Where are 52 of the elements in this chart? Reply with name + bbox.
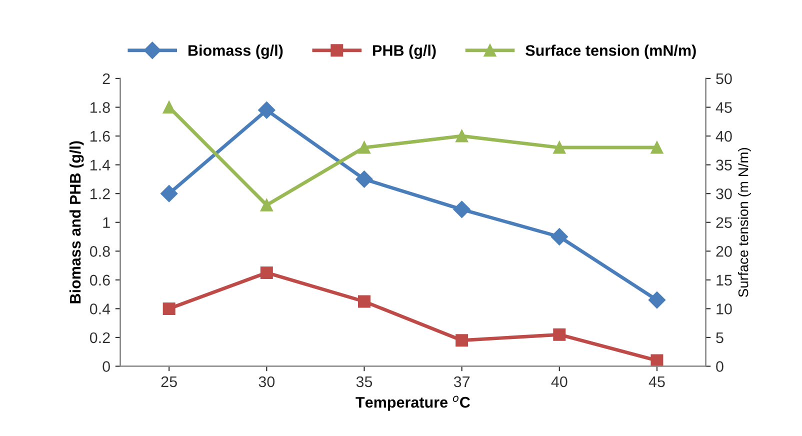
point [358, 141, 370, 154]
point [258, 102, 276, 119]
y2-tick-label: 30 [716, 188, 732, 200]
y-tick-label: 0.6 [90, 274, 110, 286]
x-tick-label: 37 [454, 376, 470, 388]
x-tick-label: 25 [161, 376, 177, 388]
y2-tick-label: 0 [716, 361, 724, 372]
y-tick-label: 0.8 [90, 246, 110, 257]
point [550, 228, 568, 246]
y2-tick-label: 40 [716, 130, 732, 142]
x-tick-label: 30 [258, 376, 275, 388]
point [456, 130, 468, 142]
legend-label: Biomass (g/l) [188, 44, 283, 59]
y-tick-label: 1.4 [90, 160, 110, 170]
point [648, 292, 666, 309]
x-axis-title: Temperature $^{o}$C [356, 396, 470, 411]
point [356, 170, 373, 188]
y2-tick-label: 45 [716, 102, 732, 113]
y-tick-label: 2 [102, 73, 110, 84]
y-tick-label: 0.2 [90, 332, 110, 344]
y2-tick-label: 15 [716, 274, 732, 286]
point [650, 354, 664, 366]
point [162, 302, 176, 315]
y-tick-label: 1.2 [90, 188, 110, 200]
y-tick-label: 0.4 [90, 304, 110, 314]
y2-tick-label: 10 [716, 304, 732, 314]
point [453, 200, 470, 218]
x-tick-label: 35 [356, 376, 372, 388]
point [260, 198, 273, 212]
y-tick-label: 1 [103, 217, 110, 228]
point [456, 334, 468, 347]
point [260, 266, 273, 279]
y-tick-label: 1.8 [90, 102, 110, 113]
y2-tick-label: 5 [716, 332, 724, 344]
y2-axis-title: Surface tension (m N/m) [738, 148, 751, 297]
y-axis-title: Biomass and PHB (g/l) [69, 141, 84, 304]
point [650, 141, 664, 154]
y-tick-label: 0 [102, 361, 110, 372]
point [553, 141, 566, 154]
point [160, 185, 178, 202]
legend-label: PHB (g/l) [373, 44, 436, 59]
y2-tick-label: 20 [716, 246, 732, 257]
point [162, 101, 176, 114]
y2-tick-label: 25 [716, 217, 732, 228]
y-tick-label: 1.6 [90, 130, 110, 142]
y2-tick-label: 35 [716, 160, 732, 170]
point [358, 295, 370, 308]
x-tick-label: 40 [551, 376, 568, 388]
y2-tick-label: 50 [716, 73, 732, 84]
x-tick-label: 45 [648, 376, 665, 388]
point [553, 328, 566, 341]
legend-label: Surface tension (mN/m) [526, 44, 696, 59]
